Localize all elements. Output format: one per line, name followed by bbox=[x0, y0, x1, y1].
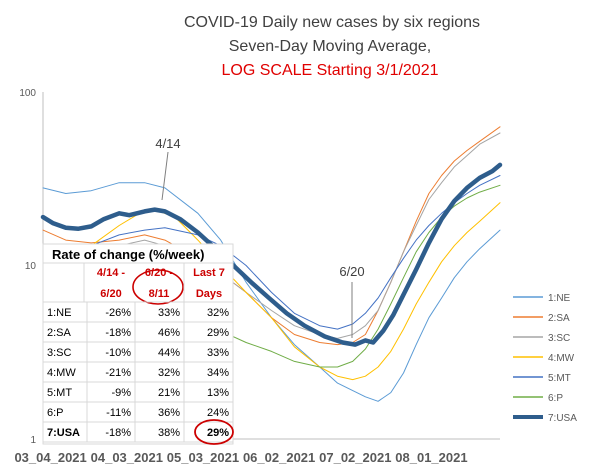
column-header-2-line-2: 8/11 bbox=[149, 288, 170, 300]
y-tick-label-1: 1 bbox=[30, 435, 36, 446]
table-row-label-2-sa: 2:SA bbox=[47, 327, 72, 339]
table-row-label-7-usa: 7:USA bbox=[47, 427, 80, 439]
annotation-layer: 4/14 6/20 bbox=[155, 136, 365, 338]
table-rows: 1:NE -26% 33% 32% 2:SA -18% 46% 29% 3:SC -10% 44% 3… bbox=[47, 307, 229, 439]
y-tick-label-10: 10 bbox=[25, 261, 37, 272]
annotation-6-20: 6/20 bbox=[339, 264, 364, 279]
table-grid bbox=[42, 263, 234, 443]
table-row-label-1-ne: 1:NE bbox=[47, 307, 71, 319]
series-line-5-mt bbox=[42, 175, 501, 330]
table-cell-7-usa-col2: 38% bbox=[158, 427, 180, 439]
legend-label-4-mw: 4:MW bbox=[548, 353, 575, 364]
rate-of-change-table: Rate of change (%/week) 4/14 - 6/20 6/20… bbox=[42, 243, 234, 445]
series-line-1-ne bbox=[42, 182, 501, 402]
table-row-label-4-mw: 4:MW bbox=[47, 367, 76, 379]
x-tick-label-05-03-2021: 05_03_2021 bbox=[167, 450, 239, 465]
title-line-2: Seven-Day Moving Average, bbox=[229, 38, 431, 55]
table-cell-6-p-col1: -11% bbox=[106, 407, 131, 419]
highlight-circle-usa bbox=[194, 419, 234, 445]
table-cell-4-mw-col1: -21% bbox=[105, 367, 131, 379]
table-row-label-3-sc: 3:SC bbox=[47, 347, 72, 359]
table-cell-1-ne-col3: 32% bbox=[207, 307, 229, 319]
highlight-circle-header bbox=[132, 269, 184, 305]
column-header-3-line-2: Days bbox=[196, 288, 222, 300]
y-tick-label-100: 100 bbox=[19, 88, 36, 99]
column-header-1-line-1: 4/14 - bbox=[97, 267, 125, 279]
legend-label-6-p: 6:P bbox=[548, 393, 563, 404]
annotation-4-14: 4/14 bbox=[155, 136, 180, 151]
table-cell-4-mw-col2: 32% bbox=[158, 367, 180, 379]
table-cell-1-ne-col1: -26% bbox=[105, 307, 131, 319]
table-cell-7-usa-col1: -18% bbox=[105, 427, 131, 439]
chart-title: COVID-19 Daily new cases by six regions … bbox=[184, 14, 480, 79]
title-line-3: LOG SCALE Starting 3/1/2021 bbox=[221, 62, 438, 79]
series-line-2-sa bbox=[42, 126, 501, 346]
table-cell-5-mt-col2: 21% bbox=[158, 387, 180, 399]
x-tick-label-08-01-2021: 08_01_2021 bbox=[395, 450, 467, 465]
table-cell-3-sc-col2: 44% bbox=[158, 347, 180, 359]
legend-label-3-sc: 3:SC bbox=[548, 333, 570, 344]
table-cell-3-sc-col3: 33% bbox=[207, 347, 229, 359]
annotation-leader-4-14 bbox=[161, 151, 169, 201]
column-header-3-line-1: Last 7 bbox=[193, 267, 225, 279]
x-tick-label-07-02-2021: 07_02_2021 bbox=[319, 450, 391, 465]
table-title: Rate of change (%/week) bbox=[52, 247, 204, 262]
legend-label-1-ne: 1:NE bbox=[548, 293, 571, 304]
x-tick-labels: 03_04_2021 04_03_2021 05_03_2021 06_02_2021… bbox=[14, 450, 467, 465]
table-cell-4-mw-col3: 34% bbox=[207, 367, 229, 379]
table-row-label-6-p: 6:P bbox=[47, 407, 64, 419]
table-cell-2-sa-col2: 46% bbox=[158, 327, 180, 339]
x-tick-label-04-03-2021: 04_03_2021 bbox=[91, 450, 163, 465]
table-cell-6-p-col2: 36% bbox=[158, 407, 180, 419]
table-cell-2-sa-col3: 29% bbox=[207, 327, 229, 339]
legend-label-5-mt: 5:MT bbox=[548, 373, 571, 384]
series-line-7-usa bbox=[40, 162, 503, 347]
column-header-2-line-1: 6/20 - bbox=[145, 267, 173, 279]
table-cell-5-mt-col3: 13% bbox=[207, 387, 229, 399]
legend-label-2-sa: 2:SA bbox=[548, 313, 570, 324]
legend-label-7-usa: 7:USA bbox=[548, 413, 577, 424]
legend: 1:NE 2:SA 3:SC 4:MW 5:MT 6:P 7:USA bbox=[513, 293, 577, 424]
table-cell-7-usa-col3: 29% bbox=[207, 427, 229, 439]
x-tick-label-03-04-2021: 03_04_2021 bbox=[14, 450, 86, 465]
table-cell-1-ne-col2: 33% bbox=[158, 307, 180, 319]
title-line-1: COVID-19 Daily new cases by six regions bbox=[184, 14, 480, 31]
table-cell-3-sc-col1: -10% bbox=[105, 347, 131, 359]
table-cell-5-mt-col1: -9% bbox=[111, 387, 131, 399]
table-cell-2-sa-col1: -18% bbox=[105, 327, 131, 339]
column-header-1-line-2: 6/20 bbox=[100, 288, 121, 300]
table-row-label-5-mt: 5:MT bbox=[47, 387, 72, 399]
table-cell-6-p-col3: 24% bbox=[207, 407, 229, 419]
series-line-3-sc bbox=[42, 132, 501, 339]
x-tick-label-06-02-2021: 06_02_2021 bbox=[243, 450, 315, 465]
